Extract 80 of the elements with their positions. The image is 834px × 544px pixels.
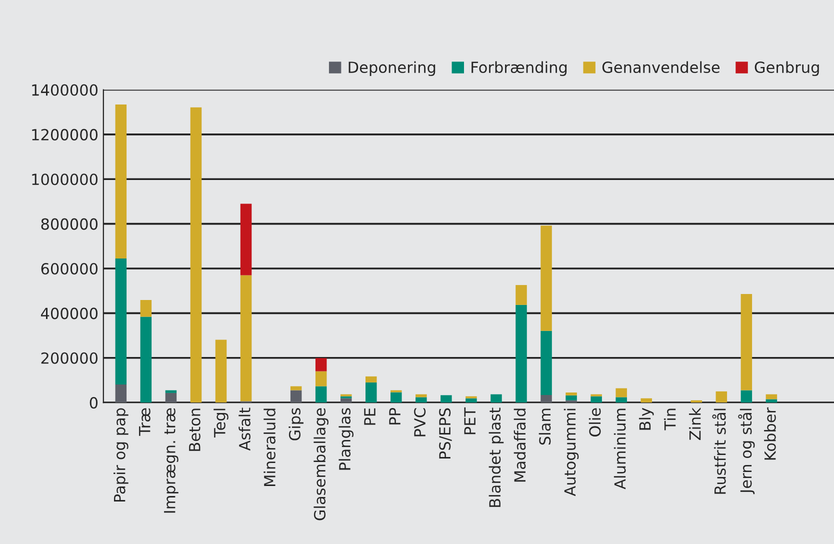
bar — [740, 390, 752, 403]
legend-label: Deponering — [348, 61, 436, 76]
bar — [566, 392, 577, 396]
x-tick-label: Jern og stål — [738, 408, 755, 494]
x-tick-label: Rustfrit stål — [712, 408, 726, 494]
bar — [140, 316, 152, 403]
bar — [590, 396, 602, 403]
bar — [115, 384, 127, 403]
bar — [315, 371, 327, 386]
bar — [290, 390, 302, 403]
bar — [516, 304, 527, 403]
bar — [115, 258, 127, 384]
x-tick-label: Olie — [588, 408, 601, 436]
bar — [315, 386, 327, 403]
x-tick-label: Aluminium — [614, 408, 626, 490]
x-tick-label: PE — [364, 408, 376, 425]
x-tick-label: PP — [389, 408, 400, 424]
x-tick-label: PS/EPS — [439, 408, 452, 459]
bar — [340, 398, 352, 403]
bar — [540, 394, 552, 403]
x-tick-label: Tegl — [214, 408, 228, 438]
bar — [716, 391, 728, 403]
x-tick-label: Zink — [688, 407, 701, 440]
x-tick-label: Træ — [139, 408, 150, 436]
x-tick-label: Papir og pap — [114, 408, 128, 502]
legend-label: Forbrænding — [472, 61, 567, 76]
bar — [490, 394, 502, 403]
bar — [165, 392, 177, 403]
bar — [366, 376, 377, 382]
x-tick-label: Gips — [288, 408, 304, 440]
bar — [766, 394, 778, 400]
bar — [566, 400, 577, 403]
bar — [740, 294, 752, 390]
bar — [240, 275, 252, 402]
x-tick-label: Mineraluld — [264, 408, 276, 486]
bar — [315, 358, 327, 372]
y-tick-label: 1000000 — [32, 174, 98, 186]
bar — [540, 330, 552, 395]
legend-label: Genanvendelse — [602, 61, 720, 74]
bar — [115, 104, 127, 258]
x-tick-label: Imprægn. træ — [164, 408, 178, 513]
x-tick-label: PVC — [414, 408, 426, 436]
y-tick-label: 400000 — [40, 308, 98, 320]
x-tick-label: Glasemballage — [314, 408, 328, 520]
y-tick-label: 1400000 — [32, 84, 98, 96]
bar — [215, 340, 227, 403]
x-tick-label: Tin — [664, 408, 676, 430]
bar — [240, 204, 252, 276]
bar — [165, 390, 177, 393]
x-tick-label: Madaffald — [514, 408, 526, 482]
bar — [540, 226, 552, 331]
bar — [616, 397, 627, 403]
x-tick-label: Beton — [189, 408, 200, 451]
bar — [616, 388, 627, 398]
bar — [566, 395, 577, 400]
x-tick-label: Planglas — [338, 408, 354, 470]
bar — [140, 300, 152, 317]
x-tick-label: Asfalt — [238, 408, 250, 451]
y-tick-label: 800000 — [41, 218, 98, 230]
bar — [466, 398, 477, 403]
x-tick-label: Slam — [538, 408, 551, 445]
x-tick-label: Bly — [638, 408, 654, 430]
x-tick-label: Autogummi — [564, 408, 579, 496]
bar — [766, 399, 778, 403]
bar — [516, 285, 527, 305]
bar — [290, 386, 302, 390]
y-tick-label: 0 — [90, 397, 98, 409]
y-tick-label: 200000 — [41, 352, 98, 364]
x-tick-label: Kobber — [764, 407, 776, 460]
bar — [190, 107, 202, 403]
bar — [416, 397, 427, 403]
y-tick-label: 600000 — [41, 262, 98, 275]
bar — [440, 395, 452, 403]
bar — [640, 398, 652, 403]
bar — [390, 392, 402, 403]
x-tick-label: PET — [464, 407, 476, 434]
legend-label: Genbrug — [754, 61, 819, 76]
bar — [366, 382, 377, 403]
x-tick-label: Blandet plast — [488, 408, 504, 507]
y-tick-label: 1200000 — [32, 128, 98, 140]
